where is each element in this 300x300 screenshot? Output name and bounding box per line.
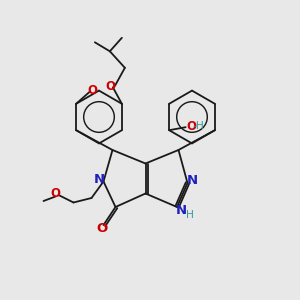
- Text: O: O: [96, 222, 108, 235]
- Text: H: H: [186, 209, 194, 220]
- Text: O: O: [87, 84, 97, 97]
- Text: N: N: [94, 173, 105, 186]
- Text: O: O: [106, 80, 116, 93]
- Text: N: N: [176, 204, 187, 217]
- Text: N: N: [187, 174, 198, 187]
- Text: O: O: [50, 187, 61, 200]
- Text: -H: -H: [192, 121, 204, 131]
- Text: O: O: [187, 120, 196, 133]
